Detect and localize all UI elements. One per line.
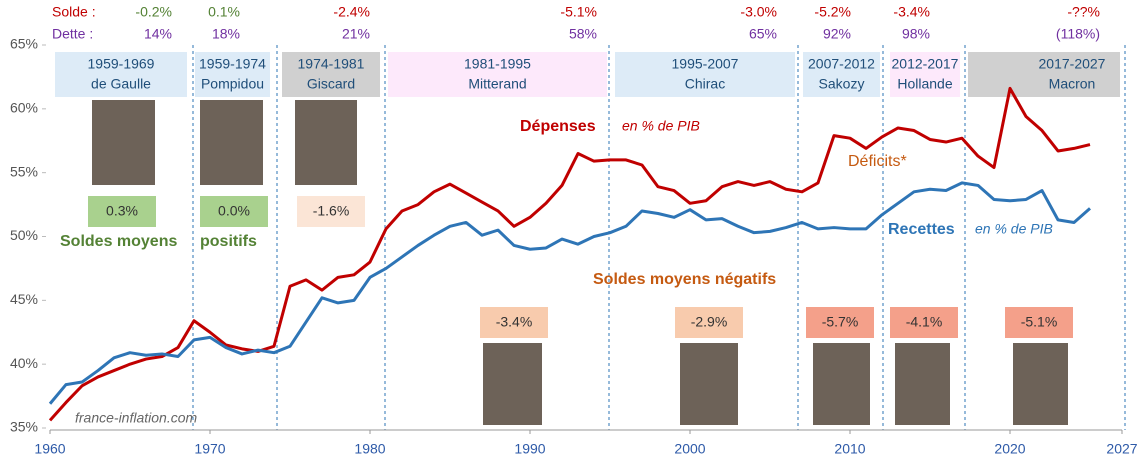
solde: -0.2% [135,4,172,20]
y-tick-label: 40% [10,355,38,371]
x-tick-label: 2010 [834,441,865,457]
average: 0.0% [218,203,250,219]
average: -4.1% [906,314,943,330]
y-tick-label: 35% [10,419,38,435]
x-tick-label: 1990 [514,441,545,457]
period-box [803,52,880,97]
legend-label: Recettes [888,221,955,238]
period-years: 1959-1974 [199,56,266,72]
average-box [480,307,548,338]
line [48,181,1091,405]
source: france-inflation.com [75,410,198,426]
y-tick-label: 50% [10,227,38,243]
average-box [200,196,268,227]
president: Hollande [897,76,952,92]
solde: -2.4% [333,4,370,20]
line [48,86,1091,422]
average-box [675,307,743,338]
period-years: 2007-2012 [808,56,875,72]
period-years: 1995-2007 [672,56,739,72]
period-years: 1974-1981 [298,56,365,72]
dette: (118%) [1056,26,1100,42]
president: Mitterand [468,76,526,92]
legend-note: en % de PIB [975,221,1053,237]
photo [1013,343,1068,425]
photo [200,100,263,185]
period-box [615,52,795,97]
period-years: 2017-2027 [1039,56,1106,72]
dette: 58% [569,26,597,42]
y-tick-label: 60% [10,100,38,116]
legend-label: Dépenses [520,118,596,135]
photo [680,343,738,425]
president: Sakozy [819,76,865,92]
photo [483,343,542,425]
period-years: 1959-1969 [88,56,155,72]
average: -5.7% [822,314,859,330]
period-box [968,52,1120,97]
president: de Gaulle [91,76,151,92]
annotation: Soldes moyens négatifs [593,271,776,288]
average: -1.6% [313,203,350,219]
photo [295,100,357,185]
period-years: 2012-2017 [892,56,959,72]
x-tick-label: 2027 [1106,441,1137,457]
average-box [806,307,874,338]
x-tick-label: 2000 [674,441,705,457]
period-box [890,52,960,97]
photo [895,343,950,425]
solde: -3.4% [893,4,930,20]
average-box [1005,307,1073,338]
x-tick-label: 2020 [994,441,1025,457]
x-tick-label: 1980 [354,441,385,457]
dette: 98% [902,26,930,42]
average-box [297,196,365,227]
average: -2.9% [691,314,728,330]
annotation: Soldes moyens [60,233,177,250]
dividers [192,45,1126,430]
president: Giscard [307,76,355,92]
average-box [890,307,958,338]
solde: -??% [1067,4,1100,20]
annotation: Déficits* [848,153,907,170]
dette: 14% [144,26,172,42]
photo [92,100,155,185]
annotation: positifs [200,233,257,250]
average-box [88,196,156,227]
period-box [195,52,270,97]
y-tick-label: 45% [10,291,38,307]
average: 0.3% [106,203,138,219]
dette: 21% [342,26,370,42]
president: Chirac [685,76,725,92]
solde: 0.1% [208,4,240,20]
president: Pompidou [201,76,264,92]
x-tick-label: 1970 [194,441,225,457]
average: -3.4% [496,314,533,330]
legend-note: en % de PIB [622,118,700,134]
dette: 18% [212,26,240,42]
solde-label: Solde : [52,4,96,20]
period-box [55,52,187,97]
period-box [388,52,607,97]
solde: -5.1% [560,4,597,20]
dette-label: Dette : [52,26,93,42]
dette: 92% [823,26,851,42]
x-tick-label: 1960 [34,441,65,457]
average: -5.1% [1021,314,1058,330]
photos [92,100,1068,425]
y-tick-label: 65% [10,36,38,52]
photo [813,343,870,425]
solde: -5.2% [814,4,851,20]
dette: 65% [749,26,777,42]
y-tick-label: 55% [10,163,38,179]
president: Macron [1049,76,1096,92]
solde: -3.0% [740,4,777,20]
period-years: 1981-1995 [464,56,531,72]
period-box [282,52,380,97]
